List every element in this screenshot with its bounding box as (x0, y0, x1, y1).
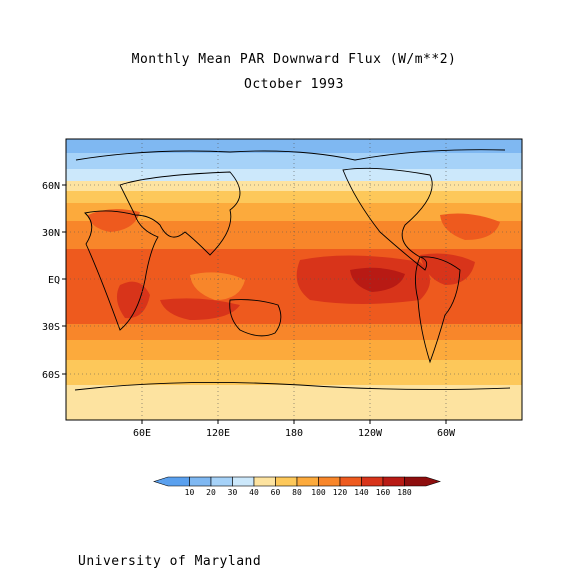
patch-pacific-core (350, 267, 405, 292)
patch-south-africa (116, 281, 150, 319)
band-north-mid (66, 181, 522, 191)
colorbar-swatch (232, 476, 255, 487)
colorbar-swatch (296, 476, 319, 487)
band-south-temperate (66, 340, 522, 360)
colorbar-tick-label: 160 (376, 488, 391, 497)
lon-axis: 60E 120E 180 120W 60W (133, 420, 456, 439)
colorbar-swatch (382, 476, 405, 487)
colorbar-tick-label: 120 (333, 488, 348, 497)
colorbar-tick-label: 10 (185, 488, 195, 497)
colorbar-tick-label: 180 (397, 488, 412, 497)
colorbar-swatch (189, 476, 212, 487)
patch-atlantic (440, 213, 500, 240)
colorbar-tick-label: 140 (354, 488, 369, 497)
patch-maritime (190, 272, 245, 300)
colorbar-swatch (210, 476, 233, 487)
colorbar-swatch (153, 476, 190, 487)
lat-label-60s: 60S (42, 370, 60, 381)
lat-axis: 60N 30N EQ 30S 60S (42, 181, 66, 381)
colorbar-swatch (253, 476, 276, 487)
colorbar-tick-label: 60 (271, 488, 281, 497)
colorbar-tick-label: 100 (311, 488, 326, 497)
coast-eurasia (119, 171, 241, 256)
lon-label-180: 180 (285, 428, 303, 439)
lat-label-60n: 60N (42, 181, 60, 192)
coastlines (74, 149, 511, 391)
map-title: Monthly Mean PAR Downward Flux (W/m**2) (131, 52, 457, 67)
coast-antarctica (74, 381, 511, 391)
lat-label-eq: EQ (48, 275, 60, 286)
colorbar-swatch (404, 476, 441, 487)
colorbar: 10 20 30 40 60 80 100 120 140 160 180 (153, 476, 441, 497)
credit-text: University of Maryland (78, 554, 262, 569)
colorbar-tick-label: 20 (206, 488, 216, 497)
coast-arctic (75, 149, 506, 161)
patch-brazil (420, 253, 475, 285)
coast-australia (229, 299, 282, 337)
colorbar-tick-label: 80 (292, 488, 302, 497)
band-south-mid (66, 360, 522, 385)
band-subpolar-north (66, 153, 522, 169)
lon-label-60e: 60E (133, 428, 151, 439)
map-subtitle: October 1993 (244, 77, 344, 92)
lon-label-120w: 120W (358, 428, 383, 439)
colorbar-swatch (361, 476, 384, 487)
band-north-temperate (66, 191, 522, 203)
band-polar-north (66, 139, 522, 153)
colorbar-swatch (275, 476, 298, 487)
coast-south-america (415, 256, 461, 364)
colorbar-swatch (318, 476, 341, 487)
colorbar-tick-label: 40 (249, 488, 259, 497)
colorbar-swatch (339, 476, 362, 487)
lat-label-30n: 30N (42, 228, 60, 239)
gridlines (66, 139, 522, 420)
lon-label-60w: 60W (437, 428, 456, 439)
lon-label-120e: 120E (206, 428, 230, 439)
patch-indian-ocean (160, 298, 240, 320)
colorbar-tick-label: 30 (228, 488, 238, 497)
band-antarctic (66, 385, 522, 420)
lat-label-30s: 30S (42, 322, 60, 333)
patch-sahara (88, 209, 140, 232)
